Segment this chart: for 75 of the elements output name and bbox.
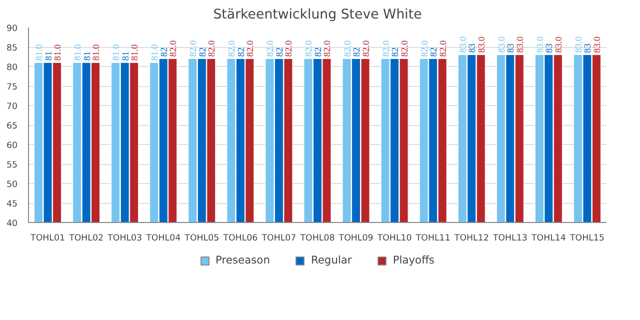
data-label: 81.0 bbox=[54, 44, 64, 61]
y-tick-label: 65 bbox=[6, 122, 18, 132]
legend-label: Playoffs bbox=[392, 254, 434, 266]
data-label: 83.0 bbox=[516, 36, 526, 53]
x-tick-label: TOHL02 bbox=[68, 234, 104, 244]
x-tick-label: TOHL08 bbox=[299, 234, 335, 244]
data-label: 83.0 bbox=[554, 36, 564, 53]
y-tick-label: 75 bbox=[6, 82, 18, 92]
data-label: 82 bbox=[275, 47, 286, 57]
x-tick-label: TOHL13 bbox=[492, 234, 528, 244]
y-tick-label: 90 bbox=[6, 24, 18, 34]
data-label: 83.0 bbox=[477, 36, 488, 53]
data-label: 82 bbox=[430, 47, 440, 57]
data-label: 82.0 bbox=[382, 40, 392, 57]
data-label: 82.0 bbox=[362, 40, 372, 57]
x-tick-label: TOHL06 bbox=[222, 234, 258, 244]
y-tick-label: 45 bbox=[6, 200, 18, 210]
x-tick-label: TOHL11 bbox=[414, 234, 450, 244]
y-tick-label: 70 bbox=[6, 102, 18, 112]
data-label: 82.0 bbox=[246, 40, 256, 57]
x-tick-label: TOHL15 bbox=[569, 234, 604, 244]
data-label: 81.0 bbox=[92, 44, 102, 61]
data-label: 83 bbox=[506, 43, 517, 53]
data-label: 83.0 bbox=[458, 36, 469, 53]
data-label: 82.0 bbox=[438, 40, 449, 57]
x-tick-label: TOHL14 bbox=[530, 234, 566, 244]
x-tick-label: TOHL04 bbox=[145, 234, 182, 244]
data-label: 82.0 bbox=[323, 40, 334, 57]
data-label: 82.0 bbox=[343, 40, 354, 57]
x-tick-label: TOHL10 bbox=[376, 234, 412, 244]
data-label: 83 bbox=[468, 43, 478, 53]
data-label: 82 bbox=[391, 47, 402, 57]
data-label: 82 bbox=[198, 47, 208, 57]
y-tick-label: 40 bbox=[6, 219, 18, 229]
data-label: 83 bbox=[584, 43, 594, 53]
y-tick-label: 60 bbox=[6, 141, 18, 151]
chart-title: Stärkeentwicklung Steve White bbox=[213, 8, 422, 22]
data-label: 81.0 bbox=[130, 44, 141, 61]
data-label: 82 bbox=[160, 47, 170, 57]
data-label: 81 bbox=[82, 50, 93, 61]
data-label: 81 bbox=[44, 50, 54, 61]
x-tick-label: TOHL05 bbox=[184, 234, 220, 244]
data-label: 82.0 bbox=[400, 40, 410, 57]
data-label: 82.0 bbox=[208, 40, 218, 57]
data-label: 82 bbox=[352, 47, 363, 57]
data-label: 81 bbox=[121, 50, 132, 61]
data-label: 83.0 bbox=[574, 36, 584, 53]
data-label: 82.0 bbox=[169, 40, 180, 57]
x-tick-label: TOHL01 bbox=[30, 234, 65, 244]
data-label: 82.0 bbox=[304, 40, 315, 57]
data-label: 81.0 bbox=[150, 44, 161, 61]
data-label: 82.0 bbox=[228, 40, 238, 57]
y-tick-label: 80 bbox=[6, 63, 18, 73]
data-label: 82.0 bbox=[189, 40, 200, 57]
data-label: 82 bbox=[236, 47, 247, 57]
legend-label: Regular bbox=[310, 254, 352, 266]
data-label: 83 bbox=[545, 43, 556, 53]
data-label: 82.0 bbox=[284, 40, 295, 57]
x-tick-label: TOHL07 bbox=[260, 234, 296, 244]
data-label: 82.0 bbox=[420, 40, 430, 57]
data-label: 81.0 bbox=[35, 44, 46, 61]
y-tick-label: 55 bbox=[6, 160, 18, 170]
data-label: 82 bbox=[314, 47, 324, 57]
legend-label: Preseason bbox=[216, 254, 270, 266]
x-tick-label: TOHL12 bbox=[453, 234, 489, 244]
x-tick-label: TOHL03 bbox=[106, 234, 142, 244]
x-tick-label: TOHL09 bbox=[338, 234, 374, 244]
data-label: 83.0 bbox=[536, 36, 546, 53]
y-tick-label: 85 bbox=[6, 44, 18, 54]
data-label: 83.0 bbox=[592, 36, 603, 53]
data-label: 83.0 bbox=[497, 36, 508, 53]
data-label: 81.0 bbox=[74, 44, 84, 61]
data-label: 81.0 bbox=[112, 44, 122, 61]
data-label: 82.0 bbox=[266, 40, 276, 57]
y-tick-label: 50 bbox=[6, 180, 18, 190]
